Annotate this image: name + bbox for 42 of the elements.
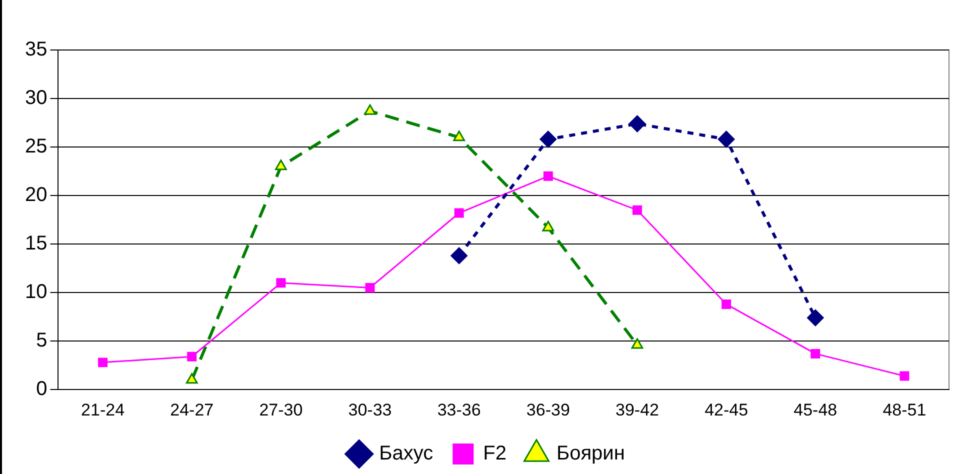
point bbox=[631, 338, 644, 349]
point bbox=[718, 130, 735, 148]
y-tick-label: 10 bbox=[24, 281, 48, 304]
x-tick-label: 36-39 bbox=[526, 400, 570, 420]
x-tick-label: 39-42 bbox=[615, 400, 659, 420]
point bbox=[365, 282, 375, 292]
legend-label: Бахус bbox=[379, 442, 434, 465]
point bbox=[806, 309, 824, 326]
x-tick-label: 42-45 bbox=[704, 400, 748, 420]
y-tick-label: 25 bbox=[24, 136, 48, 158]
x-tick-label: 24-27 bbox=[170, 400, 214, 420]
y-tick-label: 20 bbox=[24, 184, 48, 206]
point bbox=[187, 352, 197, 362]
point bbox=[810, 348, 820, 358]
point bbox=[186, 373, 198, 384]
x-tick-label: 45-48 bbox=[794, 400, 838, 420]
y-tick-label: 35 bbox=[24, 38, 48, 61]
legend-label: F2 bbox=[483, 442, 506, 465]
legend-label: Боярин bbox=[556, 442, 625, 465]
point bbox=[450, 247, 468, 264]
point bbox=[453, 130, 466, 142]
x-tick-label: 27-30 bbox=[259, 400, 303, 420]
x-tick-label: 21-24 bbox=[81, 400, 125, 420]
point bbox=[364, 104, 376, 115]
point bbox=[540, 130, 557, 148]
point bbox=[276, 278, 286, 288]
point bbox=[722, 299, 732, 309]
point bbox=[543, 171, 553, 181]
x-tick-label: 30-33 bbox=[348, 400, 392, 420]
y-tick-label: 0 bbox=[36, 378, 48, 400]
x-tick-label: 33-36 bbox=[437, 400, 481, 420]
point bbox=[542, 220, 554, 232]
point bbox=[454, 208, 464, 218]
y-tick-label: 5 bbox=[36, 330, 48, 352]
point bbox=[274, 160, 287, 170]
y-tick-label: 15 bbox=[24, 232, 48, 255]
point bbox=[900, 371, 910, 381]
point bbox=[632, 205, 642, 215]
y-tick-label: 30 bbox=[24, 87, 48, 110]
point bbox=[98, 358, 108, 368]
x-tick-label: 48-51 bbox=[882, 400, 926, 420]
point bbox=[628, 115, 646, 132]
